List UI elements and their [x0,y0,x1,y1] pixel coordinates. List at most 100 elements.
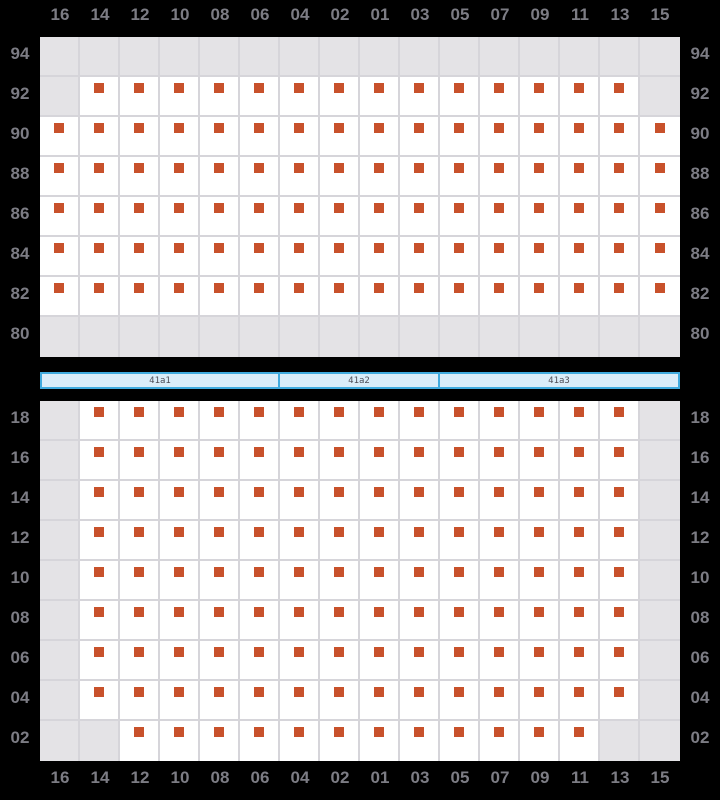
seat-r04-c03[interactable] [400,681,440,721]
seat-r82-c01[interactable] [360,277,400,317]
seat-r14-c01[interactable] [360,481,400,521]
seat-r10-c05[interactable] [440,561,480,601]
seat-r88-c11[interactable] [560,157,600,197]
seat-r06-c11[interactable] [560,641,600,681]
seat-r90-c16[interactable] [40,117,80,157]
seat-r86-c16[interactable] [40,197,80,237]
seat-r84-c15[interactable] [640,237,680,277]
seat-r06-c10[interactable] [160,641,200,681]
seat-r06-c13[interactable] [600,641,640,681]
seat-r08-c07[interactable] [480,601,520,641]
seat-r84-c12[interactable] [120,237,160,277]
seat-r82-c04[interactable] [280,277,320,317]
seat-r06-c05[interactable] [440,641,480,681]
seat-r84-c16[interactable] [40,237,80,277]
seat-r82-c06[interactable] [240,277,280,317]
seat-r12-c13[interactable] [600,521,640,561]
seat-r10-c12[interactable] [120,561,160,601]
seat-r10-c04[interactable] [280,561,320,601]
seat-r10-c08[interactable] [200,561,240,601]
seat-r90-c08[interactable] [200,117,240,157]
seat-r06-c03[interactable] [400,641,440,681]
seat-r12-c12[interactable] [120,521,160,561]
seat-r88-c09[interactable] [520,157,560,197]
seat-r06-c07[interactable] [480,641,520,681]
seat-r04-c05[interactable] [440,681,480,721]
seat-r16-c07[interactable] [480,441,520,481]
seat-r18-c03[interactable] [400,401,440,441]
seat-r82-c14[interactable] [80,277,120,317]
seat-r12-c06[interactable] [240,521,280,561]
seat-r86-c03[interactable] [400,197,440,237]
seat-r84-c10[interactable] [160,237,200,277]
seat-r12-c07[interactable] [480,521,520,561]
seat-r82-c05[interactable] [440,277,480,317]
seat-r14-c05[interactable] [440,481,480,521]
seat-r14-c03[interactable] [400,481,440,521]
seat-r92-c05[interactable] [440,77,480,117]
seat-r82-c13[interactable] [600,277,640,317]
seat-r12-c05[interactable] [440,521,480,561]
seat-r86-c04[interactable] [280,197,320,237]
seat-r02-c01[interactable] [360,721,400,761]
seat-r86-c01[interactable] [360,197,400,237]
seat-r18-c06[interactable] [240,401,280,441]
seat-r88-c07[interactable] [480,157,520,197]
seat-r18-c10[interactable] [160,401,200,441]
seat-r08-c12[interactable] [120,601,160,641]
seat-r16-c04[interactable] [280,441,320,481]
seat-r92-c03[interactable] [400,77,440,117]
seat-r18-c07[interactable] [480,401,520,441]
seat-r84-c06[interactable] [240,237,280,277]
seat-r04-c14[interactable] [80,681,120,721]
seat-r90-c04[interactable] [280,117,320,157]
seat-r04-c04[interactable] [280,681,320,721]
seat-r84-c04[interactable] [280,237,320,277]
seat-r18-c05[interactable] [440,401,480,441]
seat-r82-c09[interactable] [520,277,560,317]
seat-r88-c06[interactable] [240,157,280,197]
seat-r12-c01[interactable] [360,521,400,561]
seat-r16-c13[interactable] [600,441,640,481]
seat-r88-c08[interactable] [200,157,240,197]
seat-r92-c01[interactable] [360,77,400,117]
seat-r12-c04[interactable] [280,521,320,561]
seat-r08-c05[interactable] [440,601,480,641]
seat-r90-c14[interactable] [80,117,120,157]
seat-r84-c07[interactable] [480,237,520,277]
seat-r18-c09[interactable] [520,401,560,441]
seat-r02-c12[interactable] [120,721,160,761]
seat-r08-c04[interactable] [280,601,320,641]
seat-r82-c11[interactable] [560,277,600,317]
seat-r90-c13[interactable] [600,117,640,157]
seat-r84-c11[interactable] [560,237,600,277]
seat-r12-c10[interactable] [160,521,200,561]
seat-r06-c04[interactable] [280,641,320,681]
seat-r08-c10[interactable] [160,601,200,641]
seat-r10-c11[interactable] [560,561,600,601]
seat-r86-c15[interactable] [640,197,680,237]
seat-r14-c10[interactable] [160,481,200,521]
seat-r02-c10[interactable] [160,721,200,761]
seat-r08-c02[interactable] [320,601,360,641]
seat-r84-c01[interactable] [360,237,400,277]
seat-r86-c14[interactable] [80,197,120,237]
seat-r90-c03[interactable] [400,117,440,157]
seat-r16-c14[interactable] [80,441,120,481]
seat-r10-c09[interactable] [520,561,560,601]
seat-r90-c05[interactable] [440,117,480,157]
seat-r08-c11[interactable] [560,601,600,641]
seat-r16-c10[interactable] [160,441,200,481]
seat-r92-c14[interactable] [80,77,120,117]
seat-r18-c11[interactable] [560,401,600,441]
seat-r92-c10[interactable] [160,77,200,117]
seat-r06-c02[interactable] [320,641,360,681]
seat-r84-c05[interactable] [440,237,480,277]
seat-r88-c12[interactable] [120,157,160,197]
seat-r84-c02[interactable] [320,237,360,277]
seat-r14-c06[interactable] [240,481,280,521]
seat-r08-c13[interactable] [600,601,640,641]
seat-r90-c09[interactable] [520,117,560,157]
seat-r16-c08[interactable] [200,441,240,481]
seat-r82-c08[interactable] [200,277,240,317]
